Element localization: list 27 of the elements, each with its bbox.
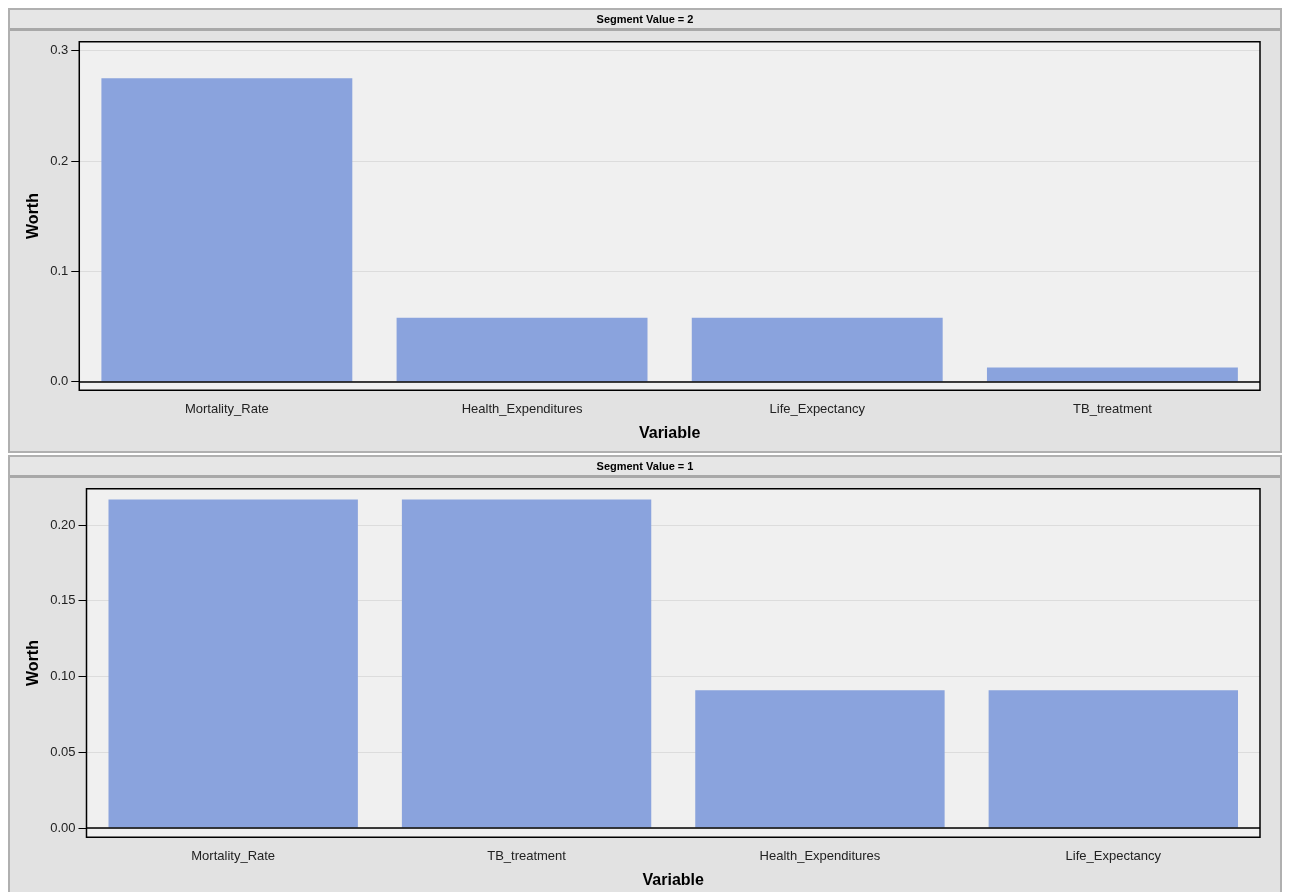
x-tick-label: Life_Expectancy (1065, 847, 1162, 863)
x-tick-label: Life_Expectancy (769, 400, 866, 416)
y-tick-label: 0.20 (50, 516, 76, 532)
bar (986, 367, 1238, 382)
y-tick-label: 0.0 (50, 373, 69, 389)
x-axis-title: Variable (642, 870, 705, 888)
chart-title: Segment Value = 1 (10, 457, 1280, 478)
x-tick-label: Mortality_Rate (191, 847, 276, 863)
y-tick-label: 0.10 (50, 668, 76, 684)
y-axis-title: Worth (24, 193, 42, 239)
y-tick-label: 0.1 (50, 263, 69, 279)
x-tick-label: Mortality_Rate (184, 400, 269, 416)
y-tick-label: 0.3 (50, 42, 69, 58)
y-tick-label: 0.15 (50, 592, 76, 608)
x-tick-label: Health_Expenditures (461, 400, 583, 416)
y-tick-label: 0.05 (50, 743, 76, 759)
bar (396, 317, 648, 382)
x-axis-title: Variable (638, 423, 701, 441)
x-tick-label: TB_treatment (1073, 400, 1153, 416)
y-tick-label: 0.00 (50, 819, 76, 835)
bar (101, 78, 353, 382)
chart-title: Segment Value = 2 (10, 10, 1280, 31)
x-tick-label: Health_Expenditures (759, 847, 881, 863)
bar (691, 317, 943, 382)
y-tick-label: 0.2 (50, 152, 69, 168)
x-tick-label: TB_treatment (487, 847, 567, 863)
y-axis-title: Worth (24, 640, 42, 686)
